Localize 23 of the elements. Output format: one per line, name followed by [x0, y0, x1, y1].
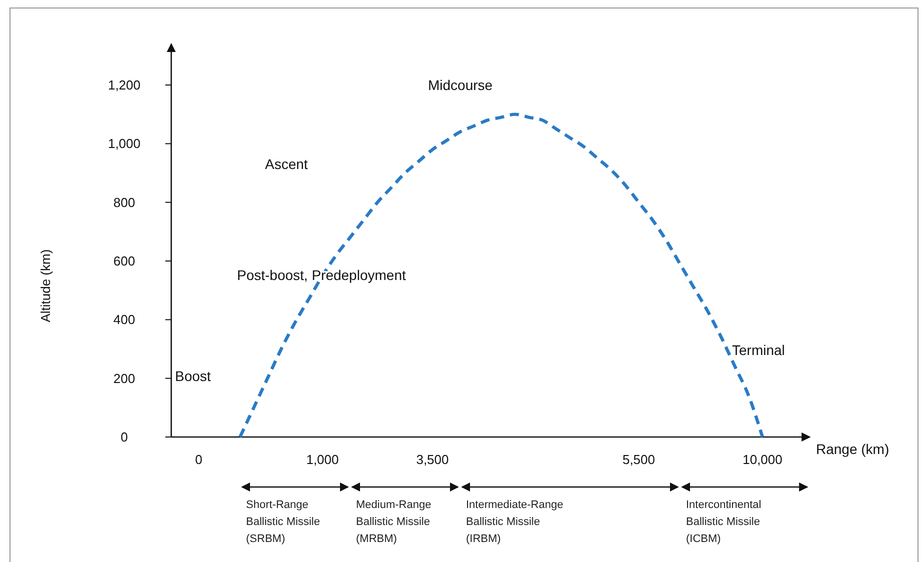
y-axis-title: Altitude (km) [38, 249, 53, 322]
x-tick-label: 0 [195, 452, 202, 467]
y-tick-label: 1,000 [108, 136, 141, 152]
annotation: Boost [175, 368, 211, 384]
y-tick-label: 1,200 [108, 78, 141, 93]
x-tick-label: 3,500 [416, 452, 449, 467]
annotation: Ascent [265, 156, 308, 172]
text: Short-Range Ballistic Missile (SRBM) [246, 499, 320, 545]
annotation: Post-boost, Predeployment [237, 267, 406, 283]
text: Medium-Range Ballistic Missile (MRBM) [356, 499, 432, 545]
y-tick-label: 400 [113, 312, 136, 328]
x-tick-label: 1,000 [306, 452, 339, 467]
annotation: Midcourse [428, 77, 493, 93]
x-tick-label: 5,500 [622, 452, 656, 467]
x-axis-title: Range (km) [816, 441, 890, 457]
y-tick-label: 800 [113, 194, 136, 210]
x-tick-label: 10,000 [742, 452, 782, 467]
y-tick-label: 200 [113, 370, 136, 386]
text: Intermediate-Range Ballistic Missile (IRBM) [466, 499, 564, 545]
y-tick-label: 600 [113, 254, 136, 269]
annotation: Terminal [732, 342, 785, 358]
text: Intercontinental Ballistic Missile (ICBM) [686, 499, 762, 545]
y-tick-label: 0 [120, 430, 128, 445]
